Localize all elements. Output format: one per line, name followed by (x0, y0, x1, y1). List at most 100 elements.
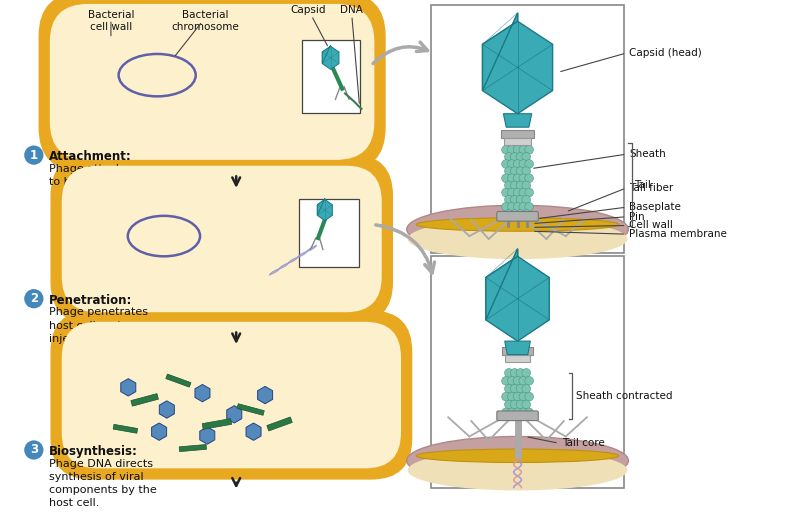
Circle shape (24, 440, 43, 460)
Circle shape (507, 146, 516, 154)
Circle shape (507, 159, 516, 168)
Polygon shape (505, 341, 530, 354)
Polygon shape (226, 406, 242, 423)
Circle shape (516, 209, 525, 218)
Circle shape (505, 209, 514, 218)
Circle shape (502, 408, 510, 417)
Circle shape (514, 408, 522, 417)
Bar (299, 200, 358, 267)
Circle shape (502, 188, 510, 197)
Bar (431, 5, 623, 253)
Polygon shape (258, 386, 273, 404)
Circle shape (519, 408, 528, 417)
Polygon shape (113, 424, 138, 433)
Circle shape (516, 167, 525, 175)
Circle shape (516, 384, 525, 393)
Circle shape (510, 196, 519, 204)
Circle shape (516, 181, 525, 190)
Polygon shape (195, 384, 210, 402)
Circle shape (507, 188, 516, 197)
Circle shape (505, 153, 514, 161)
Circle shape (516, 400, 525, 409)
Polygon shape (159, 401, 174, 418)
FancyBboxPatch shape (50, 311, 412, 479)
Circle shape (525, 188, 534, 197)
Text: Sheath: Sheath (630, 149, 666, 159)
Circle shape (24, 289, 43, 309)
Text: Cell wall: Cell wall (630, 220, 674, 231)
Text: Phage DNA directs
synthesis of viral
components by the
host cell.: Phage DNA directs synthesis of viral com… (50, 459, 157, 508)
Ellipse shape (416, 218, 618, 231)
Circle shape (522, 153, 530, 161)
Text: Bacterial
chromosome: Bacterial chromosome (171, 10, 239, 32)
Ellipse shape (416, 449, 618, 462)
Text: Sheath contracted: Sheath contracted (576, 391, 673, 401)
FancyBboxPatch shape (62, 166, 382, 312)
Circle shape (519, 174, 528, 183)
Circle shape (514, 146, 522, 154)
Text: Phage penetrates
host cell and
injects its DNA.: Phage penetrates host cell and injects i… (50, 308, 148, 344)
Circle shape (516, 368, 525, 377)
Circle shape (505, 368, 514, 377)
Circle shape (519, 146, 528, 154)
Text: 3: 3 (30, 443, 38, 457)
Polygon shape (200, 427, 214, 444)
Circle shape (514, 188, 522, 197)
Circle shape (522, 138, 530, 147)
Polygon shape (482, 13, 518, 91)
Circle shape (507, 174, 516, 183)
Circle shape (505, 181, 514, 190)
Text: Phage attaches
to host cell.: Phage attaches to host cell. (50, 164, 136, 187)
Bar (502, 347, 533, 354)
Circle shape (525, 174, 534, 183)
Bar (302, 40, 359, 112)
Circle shape (507, 392, 516, 401)
Bar (504, 138, 531, 146)
Circle shape (525, 377, 534, 385)
Circle shape (510, 138, 519, 147)
Circle shape (502, 146, 510, 154)
Polygon shape (318, 198, 325, 215)
Text: Capsid (head): Capsid (head) (630, 48, 702, 58)
Circle shape (516, 196, 525, 204)
Polygon shape (322, 45, 330, 63)
Polygon shape (166, 374, 191, 387)
Circle shape (502, 377, 510, 385)
Circle shape (502, 174, 510, 183)
Circle shape (516, 153, 525, 161)
Circle shape (507, 377, 516, 385)
Circle shape (505, 167, 514, 175)
Polygon shape (202, 418, 232, 429)
Circle shape (522, 167, 530, 175)
Text: Biosynthesis:: Biosynthesis: (50, 445, 138, 458)
Bar (501, 130, 534, 138)
Circle shape (519, 188, 528, 197)
Circle shape (525, 159, 534, 168)
Circle shape (505, 196, 514, 204)
FancyBboxPatch shape (497, 411, 538, 421)
Circle shape (522, 209, 530, 218)
FancyBboxPatch shape (50, 154, 393, 324)
Circle shape (24, 146, 43, 165)
Circle shape (510, 384, 519, 393)
Polygon shape (246, 423, 261, 440)
Circle shape (519, 377, 528, 385)
FancyBboxPatch shape (497, 212, 538, 221)
Circle shape (502, 202, 510, 211)
Polygon shape (179, 444, 206, 452)
Circle shape (507, 202, 516, 211)
Circle shape (522, 368, 530, 377)
Polygon shape (482, 21, 553, 114)
Circle shape (505, 400, 514, 409)
Circle shape (510, 209, 519, 218)
Circle shape (502, 159, 510, 168)
Polygon shape (121, 379, 136, 396)
Circle shape (516, 138, 525, 147)
Circle shape (522, 400, 530, 409)
Text: Tail: Tail (634, 180, 651, 189)
Circle shape (510, 368, 519, 377)
FancyArrowPatch shape (373, 42, 427, 63)
Bar (431, 256, 623, 488)
Circle shape (525, 202, 534, 211)
Circle shape (502, 392, 510, 401)
